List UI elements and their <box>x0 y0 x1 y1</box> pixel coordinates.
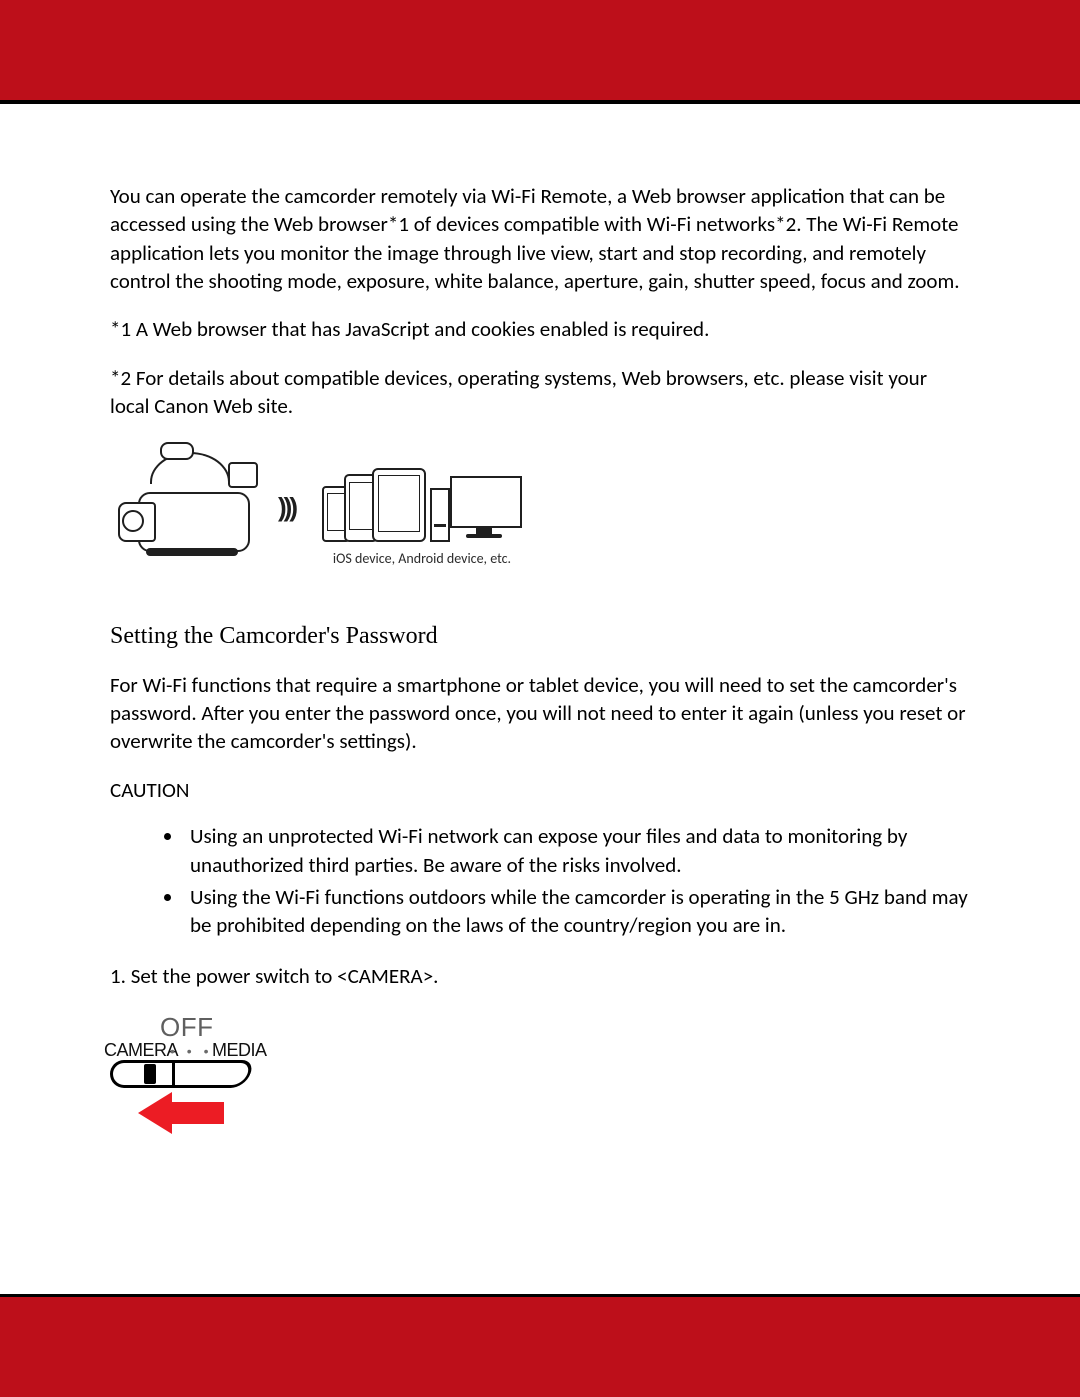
switch-dots: • • • <box>170 1042 212 1061</box>
illustration-camcorder-devices: ))) iOS device, Android device, etc. <box>110 440 530 580</box>
arrow-left-icon <box>138 1092 228 1134</box>
caution-item: Using the Wi-Fi functions outdoors while… <box>184 883 970 940</box>
pc-tower-icon <box>430 488 450 542</box>
document-page: You can operate the camcorder remotely v… <box>0 0 1080 1397</box>
step-1: 1. Set the power switch to <CAMERA>. <box>110 962 970 990</box>
footer-band <box>0 1294 1080 1397</box>
tablet-icon <box>372 468 426 542</box>
header-band <box>0 0 1080 104</box>
camcorder-icon <box>110 440 270 560</box>
section-intro: For Wi-Fi functions that require a smart… <box>110 671 970 756</box>
switch-media-label: MEDIA <box>212 1038 267 1062</box>
caution-label: CAUTION <box>110 776 970 804</box>
illustration-power-switch: OFF CAMERA • • • MEDIA <box>110 1010 290 1150</box>
power-switch-icon <box>110 1060 258 1090</box>
caution-list: Using an unprotected Wi-Fi network can e… <box>110 822 970 939</box>
intro-paragraph: You can operate the camcorder remotely v… <box>110 182 970 295</box>
wifi-waves-icon: ))) <box>278 490 295 525</box>
switch-camera-label: CAMERA <box>104 1038 178 1062</box>
page-content: You can operate the camcorder remotely v… <box>0 104 1080 1150</box>
devices-group-icon: iOS device, Android device, etc. <box>322 468 522 578</box>
section-heading: Setting the Camcorder's Password <box>110 620 970 652</box>
footnote-2: *2 For details about compatible devices,… <box>110 364 970 421</box>
monitor-icon <box>450 476 522 528</box>
footnote-1: *1 A Web browser that has JavaScript and… <box>110 315 970 343</box>
caution-item: Using an unprotected Wi-Fi network can e… <box>184 822 970 879</box>
devices-caption: iOS device, Android device, etc. <box>322 550 522 569</box>
